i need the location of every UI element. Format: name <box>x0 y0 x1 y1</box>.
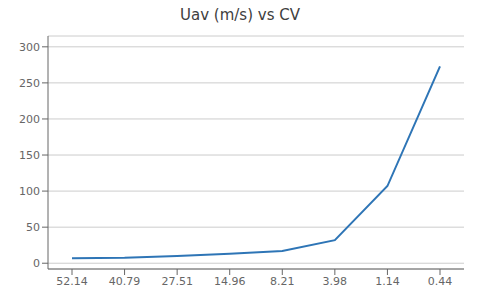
svg-text:40.79: 40.79 <box>109 275 141 288</box>
svg-text:300: 300 <box>19 41 40 54</box>
svg-text:0.44: 0.44 <box>428 275 453 288</box>
svg-text:1.14: 1.14 <box>375 275 400 288</box>
svg-text:200: 200 <box>19 113 40 126</box>
svg-text:150: 150 <box>19 149 40 162</box>
svg-text:100: 100 <box>19 185 40 198</box>
svg-text:250: 250 <box>19 77 40 90</box>
svg-text:8.21: 8.21 <box>270 275 295 288</box>
svg-text:3.98: 3.98 <box>323 275 348 288</box>
svg-text:14.96: 14.96 <box>214 275 246 288</box>
svg-text:0: 0 <box>33 257 40 270</box>
html-text:Uav (m/s) vs CV: Uav (m/s) vs CV <box>180 6 300 24</box>
svg-text:27.51: 27.51 <box>161 275 193 288</box>
svg-text:50: 50 <box>26 221 40 234</box>
svg-text:52.14: 52.14 <box>56 275 88 288</box>
